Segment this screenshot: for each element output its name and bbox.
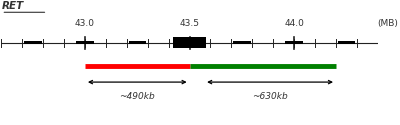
- Text: 43.5: 43.5: [180, 19, 200, 28]
- FancyBboxPatch shape: [338, 41, 355, 44]
- FancyBboxPatch shape: [173, 37, 206, 48]
- Text: 44.0: 44.0: [284, 19, 304, 28]
- Text: ~490kb: ~490kb: [120, 92, 155, 101]
- Text: (MB): (MB): [378, 19, 399, 28]
- FancyBboxPatch shape: [24, 41, 42, 44]
- Text: RET: RET: [1, 1, 24, 11]
- FancyBboxPatch shape: [233, 41, 251, 44]
- FancyBboxPatch shape: [76, 41, 94, 44]
- Text: 43.0: 43.0: [75, 19, 95, 28]
- FancyBboxPatch shape: [128, 41, 146, 44]
- FancyBboxPatch shape: [285, 41, 303, 44]
- Text: ~630kb: ~630kb: [252, 92, 288, 101]
